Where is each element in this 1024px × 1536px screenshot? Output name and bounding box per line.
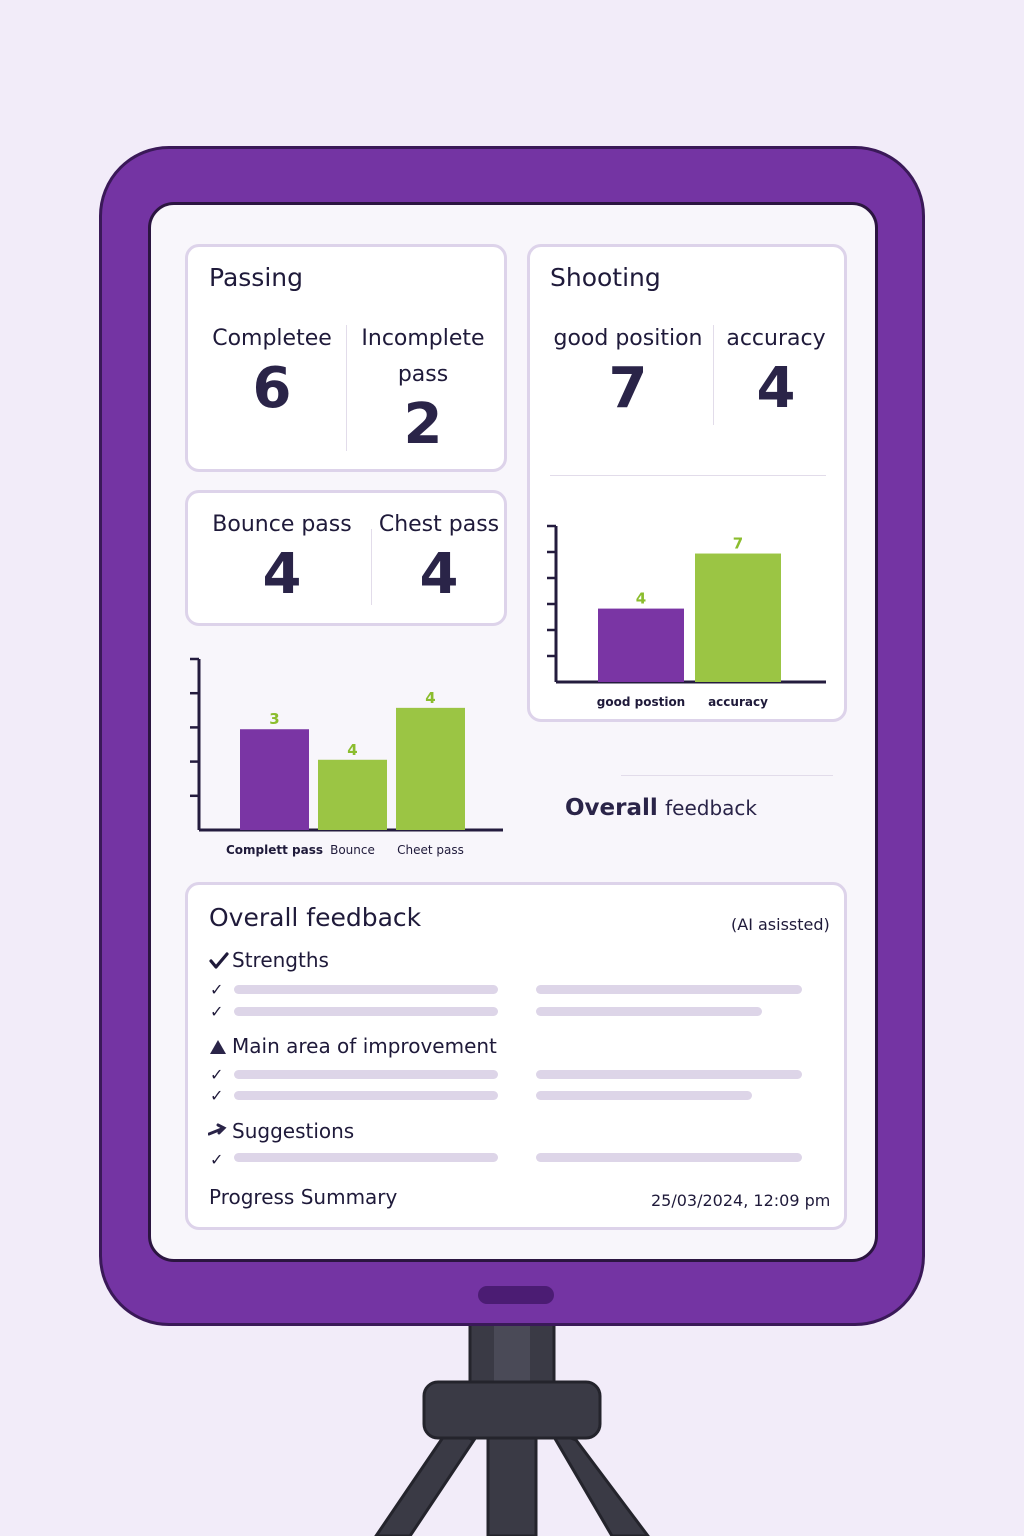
- bar-1: [695, 553, 781, 682]
- complete-pass-value: 6: [252, 356, 292, 421]
- passing-card: Passing Completee 6 Incomplete pass 2: [185, 244, 507, 472]
- tablet-frame: Passing Completee 6 Incomplete pass 2 Bo…: [99, 146, 925, 1326]
- accuracy-label: accuracy: [726, 326, 826, 351]
- bar-value-label: 4: [347, 741, 357, 759]
- improvement-line-1b: [536, 1070, 802, 1079]
- warning-triangle-icon: [210, 1040, 226, 1054]
- bounce-pass-label: Bounce pass: [212, 512, 352, 537]
- chest-pass-label: Chest pass: [378, 512, 500, 537]
- overall-feedback-card: Overall feedback (AI asissted) Strengths…: [185, 882, 847, 1230]
- tablet-screen: Passing Completee 6 Incomplete pass 2 Bo…: [148, 202, 878, 1262]
- incomplete-pass-label-line1: Incomplete: [361, 326, 485, 351]
- bar-value-label: 3: [269, 710, 279, 728]
- bar-0: [240, 729, 309, 830]
- strengths-check-2: ✓: [210, 1002, 224, 1021]
- bar-1: [318, 759, 387, 830]
- accuracy-value: 4: [756, 356, 796, 421]
- pass-types-divider: [371, 529, 372, 605]
- floating-heading-rest: feedback: [665, 796, 757, 820]
- good-position-value: 7: [608, 356, 648, 421]
- shooting-bar-chart: 4 good postion 7 accuracy: [547, 524, 826, 709]
- bar-2: [396, 707, 465, 830]
- floating-heading-rule: [621, 775, 833, 776]
- progress-timestamp: 25/03/2024, 12:09 pm: [651, 1191, 831, 1210]
- bar-value-label: 4: [636, 590, 646, 608]
- x-tick-label: good postion: [597, 695, 685, 709]
- x-tick-label: accuracy: [708, 695, 768, 709]
- strengths-line-2b: [536, 1007, 762, 1016]
- floating-overall-feedback-heading: Overall feedback: [565, 795, 757, 821]
- bar-value-label: 7: [733, 535, 743, 553]
- strengths-line-1a: [234, 985, 498, 994]
- good-position-label: good position: [553, 326, 703, 351]
- shooting-title: Shooting: [550, 263, 661, 292]
- improvement-line-1a: [234, 1070, 498, 1079]
- arrow-right-icon: [208, 1123, 227, 1136]
- pass-types-card: Bounce pass 4 Chest pass 4: [185, 490, 507, 626]
- checkmark-icon: [209, 952, 229, 969]
- improvement-check-2: ✓: [210, 1086, 224, 1105]
- improvement-check-1: ✓: [210, 1065, 224, 1084]
- improvement-line-2a: [234, 1091, 498, 1100]
- strengths-line-2a: [234, 1007, 498, 1016]
- passing-bar-chart: 3 Complett pass 4 Bounce 4 Cheet pass: [190, 657, 503, 857]
- suggestions-heading: Suggestions: [232, 1119, 355, 1143]
- suggestions-line-1b: [536, 1153, 802, 1162]
- shooting-hdivider: [550, 475, 826, 476]
- passing-title: Passing: [209, 263, 303, 292]
- improvement-heading: Main area of improvement: [232, 1034, 497, 1058]
- strengths-check-1: ✓: [210, 980, 224, 999]
- chest-pass-value: 4: [419, 542, 459, 607]
- shooting-card: Shooting good position 7 accuracy 4 4 goo…: [527, 244, 847, 722]
- suggestions-line-1a: [234, 1153, 498, 1162]
- suggestions-check-1: ✓: [210, 1150, 224, 1169]
- improvement-line-2b: [536, 1091, 752, 1100]
- bounce-pass-value: 4: [262, 542, 302, 607]
- x-tick-label: Bounce: [330, 843, 375, 857]
- progress-summary-label: Progress Summary: [209, 1185, 398, 1209]
- x-tick-label: Cheet pass: [397, 843, 464, 857]
- incomplete-pass-value: 2: [403, 392, 443, 457]
- shooting-divider: [713, 325, 714, 425]
- feedback-title: Overall feedback: [209, 903, 422, 932]
- bar-0: [598, 608, 684, 682]
- ai-assisted-note: (AI asissted): [731, 915, 830, 934]
- passing-divider: [346, 325, 347, 451]
- strengths-line-1b: [536, 985, 802, 994]
- home-button[interactable]: [478, 1286, 554, 1304]
- strengths-heading: Strengths: [232, 948, 329, 972]
- floating-heading-strong: Overall: [565, 795, 658, 821]
- incomplete-pass-label-line2: pass: [397, 362, 449, 387]
- bar-value-label: 4: [425, 689, 435, 707]
- complete-pass-label: Completee: [212, 326, 332, 351]
- x-tick-label: Complett pass: [226, 843, 323, 857]
